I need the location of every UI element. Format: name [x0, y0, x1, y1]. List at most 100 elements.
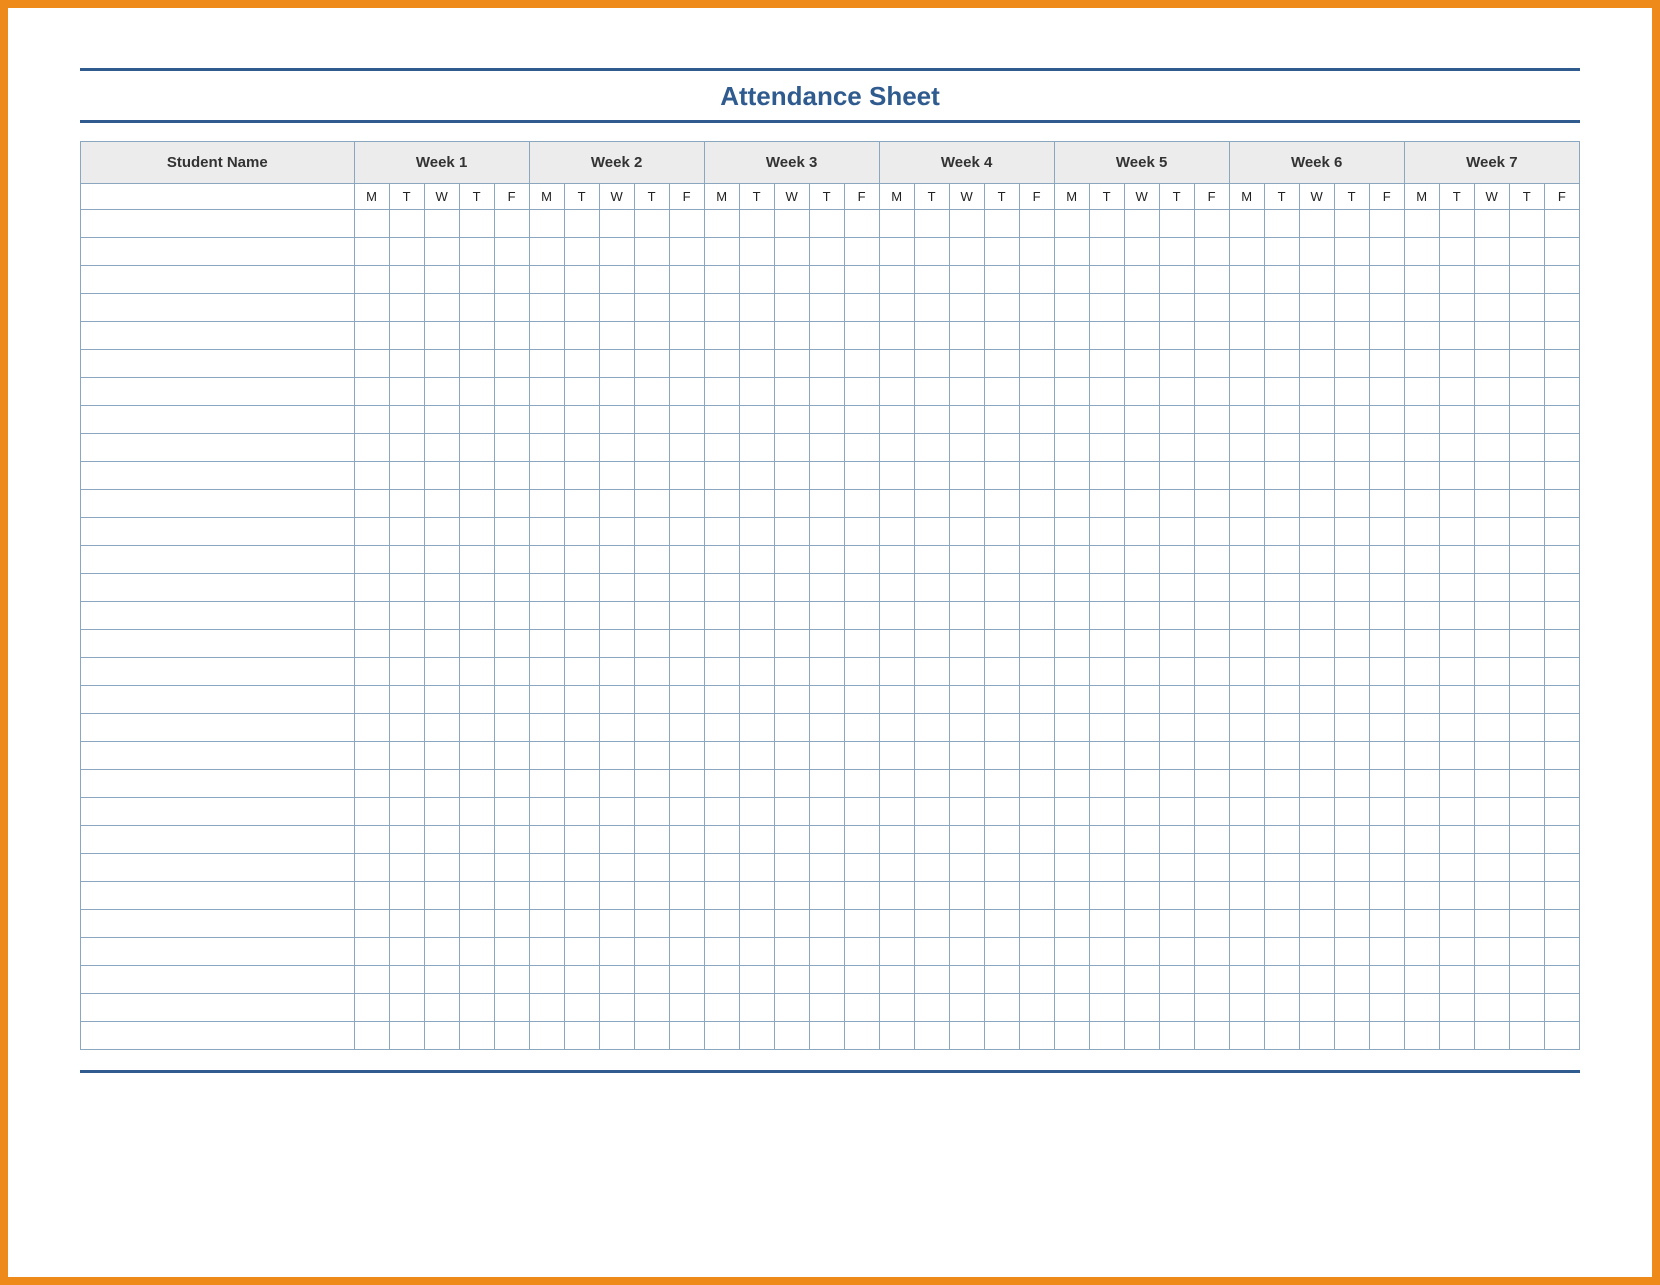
cell-attendance — [739, 742, 774, 770]
cell-attendance — [739, 686, 774, 714]
cell-attendance — [1509, 574, 1544, 602]
col-header-day: T — [1089, 184, 1124, 210]
cell-attendance — [984, 630, 1019, 658]
cell-attendance — [564, 770, 599, 798]
cell-attendance — [774, 518, 809, 546]
cell-attendance — [1194, 322, 1229, 350]
cell-attendance — [739, 210, 774, 238]
cell-attendance — [774, 938, 809, 966]
cell-attendance — [424, 630, 459, 658]
cell-attendance — [809, 602, 844, 630]
cell-attendance — [1334, 322, 1369, 350]
cell-attendance — [494, 546, 529, 574]
cell-attendance — [1369, 742, 1404, 770]
cell-student-name — [81, 966, 355, 994]
cell-attendance — [1229, 742, 1264, 770]
col-header-day: W — [949, 184, 984, 210]
cell-attendance — [564, 1022, 599, 1050]
cell-attendance — [1509, 630, 1544, 658]
cell-attendance — [1299, 798, 1334, 826]
cell-attendance — [1019, 406, 1054, 434]
cell-attendance — [949, 798, 984, 826]
cell-attendance — [1439, 490, 1474, 518]
cell-attendance — [1509, 686, 1544, 714]
cell-attendance — [1334, 238, 1369, 266]
cell-attendance — [844, 378, 879, 406]
cell-attendance — [1264, 770, 1299, 798]
cell-attendance — [424, 966, 459, 994]
cell-attendance — [1089, 434, 1124, 462]
cell-attendance — [564, 714, 599, 742]
cell-attendance — [809, 1022, 844, 1050]
cell-attendance — [949, 854, 984, 882]
cell-student-name — [81, 518, 355, 546]
cell-attendance — [1369, 322, 1404, 350]
cell-attendance — [1369, 546, 1404, 574]
cell-attendance — [1264, 966, 1299, 994]
cell-attendance — [1404, 966, 1439, 994]
cell-attendance — [1509, 406, 1544, 434]
cell-student-name — [81, 294, 355, 322]
cell-attendance — [809, 882, 844, 910]
cell-attendance — [809, 518, 844, 546]
cell-attendance — [704, 798, 739, 826]
cell-attendance — [1509, 938, 1544, 966]
cell-attendance — [1544, 462, 1579, 490]
cell-attendance — [1194, 882, 1229, 910]
cell-attendance — [739, 406, 774, 434]
cell-attendance — [984, 742, 1019, 770]
cell-attendance — [1019, 882, 1054, 910]
cell-attendance — [774, 238, 809, 266]
cell-attendance — [1474, 714, 1509, 742]
cell-attendance — [1159, 882, 1194, 910]
col-header-week: Week 4 — [879, 142, 1054, 184]
cell-attendance — [1509, 826, 1544, 854]
cell-attendance — [1194, 658, 1229, 686]
cell-attendance — [1229, 378, 1264, 406]
cell-attendance — [1299, 518, 1334, 546]
cell-attendance — [529, 686, 564, 714]
cell-attendance — [704, 994, 739, 1022]
table-row — [81, 658, 1580, 686]
cell-attendance — [1404, 210, 1439, 238]
cell-attendance — [634, 630, 669, 658]
cell-attendance — [879, 686, 914, 714]
col-header-day: M — [1054, 184, 1089, 210]
cell-attendance — [1509, 602, 1544, 630]
cell-attendance — [1019, 294, 1054, 322]
cell-attendance — [1194, 378, 1229, 406]
cell-attendance — [774, 602, 809, 630]
cell-attendance — [879, 1022, 914, 1050]
cell-attendance — [879, 518, 914, 546]
cell-attendance — [564, 798, 599, 826]
cell-attendance — [774, 1022, 809, 1050]
cell-attendance — [1159, 266, 1194, 294]
cell-attendance — [704, 238, 739, 266]
cell-attendance — [1054, 210, 1089, 238]
cell-attendance — [669, 462, 704, 490]
cell-attendance — [774, 462, 809, 490]
cell-attendance — [1229, 938, 1264, 966]
cell-attendance — [1474, 742, 1509, 770]
cell-student-name — [81, 378, 355, 406]
cell-attendance — [354, 714, 389, 742]
cell-attendance — [1019, 826, 1054, 854]
cell-attendance — [1229, 406, 1264, 434]
cell-attendance — [564, 294, 599, 322]
cell-attendance — [1264, 854, 1299, 882]
cell-attendance — [494, 266, 529, 294]
cell-attendance — [494, 910, 529, 938]
cell-attendance — [1509, 910, 1544, 938]
cell-attendance — [1159, 742, 1194, 770]
cell-attendance — [914, 406, 949, 434]
cell-student-name — [81, 770, 355, 798]
cell-attendance — [1089, 770, 1124, 798]
cell-attendance — [354, 658, 389, 686]
attendance-table-body — [81, 210, 1580, 1050]
cell-attendance — [424, 770, 459, 798]
cell-attendance — [1299, 406, 1334, 434]
cell-attendance — [949, 1022, 984, 1050]
cell-attendance — [564, 910, 599, 938]
cell-attendance — [669, 994, 704, 1022]
cell-attendance — [1264, 910, 1299, 938]
